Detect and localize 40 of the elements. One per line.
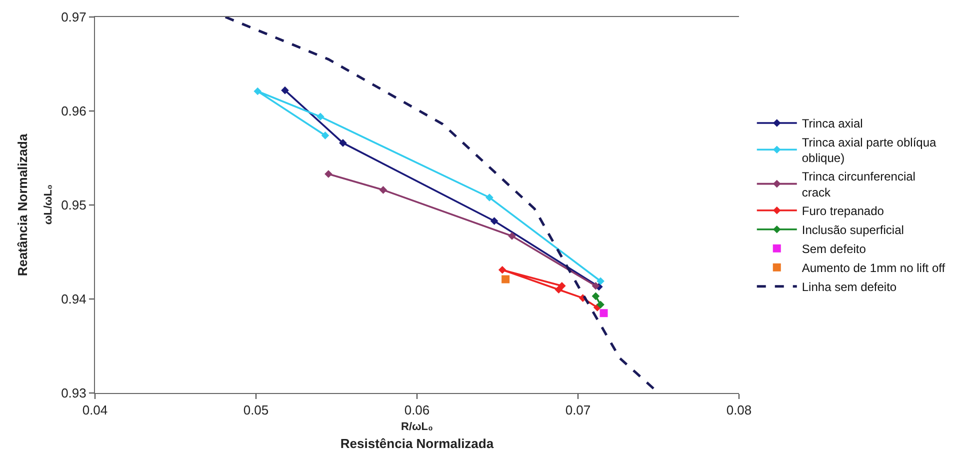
x-tick-label: 0.04 xyxy=(82,402,108,418)
y-tick-label: 0.97 xyxy=(61,10,86,25)
point xyxy=(254,87,262,96)
point xyxy=(502,275,510,284)
point xyxy=(554,286,563,294)
x-axis-title: Resistência Normalizada xyxy=(340,436,494,452)
point xyxy=(316,112,324,121)
legend-label: Trinca axial parte oblíqua oblique) xyxy=(802,135,937,166)
point xyxy=(592,292,600,300)
point xyxy=(498,266,506,274)
y-tick-label: 0.95 xyxy=(61,198,86,213)
text: R/ωL₀ xyxy=(401,421,434,433)
point xyxy=(324,170,332,178)
x-tick-label: 0.08 xyxy=(726,402,752,418)
x-tick-label: 0.07 xyxy=(565,402,591,418)
point xyxy=(486,194,494,202)
y-tick-label: 0.94 xyxy=(61,292,86,307)
point xyxy=(508,232,516,240)
y-tick-label: 0.96 xyxy=(61,104,86,119)
legend-label: Aumento de 1mm no lift off xyxy=(802,261,946,276)
point xyxy=(490,217,498,225)
x-tick-label: 0.05 xyxy=(243,402,269,418)
text: ωL/ωL₀ xyxy=(42,184,55,225)
legend-label: Trinca axial xyxy=(802,116,863,131)
point xyxy=(339,139,347,147)
point xyxy=(600,309,608,318)
point xyxy=(596,277,604,286)
point xyxy=(596,300,604,309)
x-tick-label: 0.06 xyxy=(404,402,430,418)
point xyxy=(281,86,289,94)
legend-label: Sem defeito xyxy=(802,242,866,256)
legend-label: Inclusão superficial xyxy=(802,223,904,238)
point xyxy=(379,186,388,194)
legend-label: Trinca circunferencial crack xyxy=(802,170,916,200)
y-tick-label: 0.93 xyxy=(61,386,86,401)
legend-label: Furo trepanado xyxy=(802,204,884,218)
point xyxy=(592,282,600,290)
y-axis-title: Reatância Normalizada xyxy=(15,133,30,276)
legend-label: Linha sem defeito xyxy=(802,280,897,294)
point xyxy=(321,132,330,140)
